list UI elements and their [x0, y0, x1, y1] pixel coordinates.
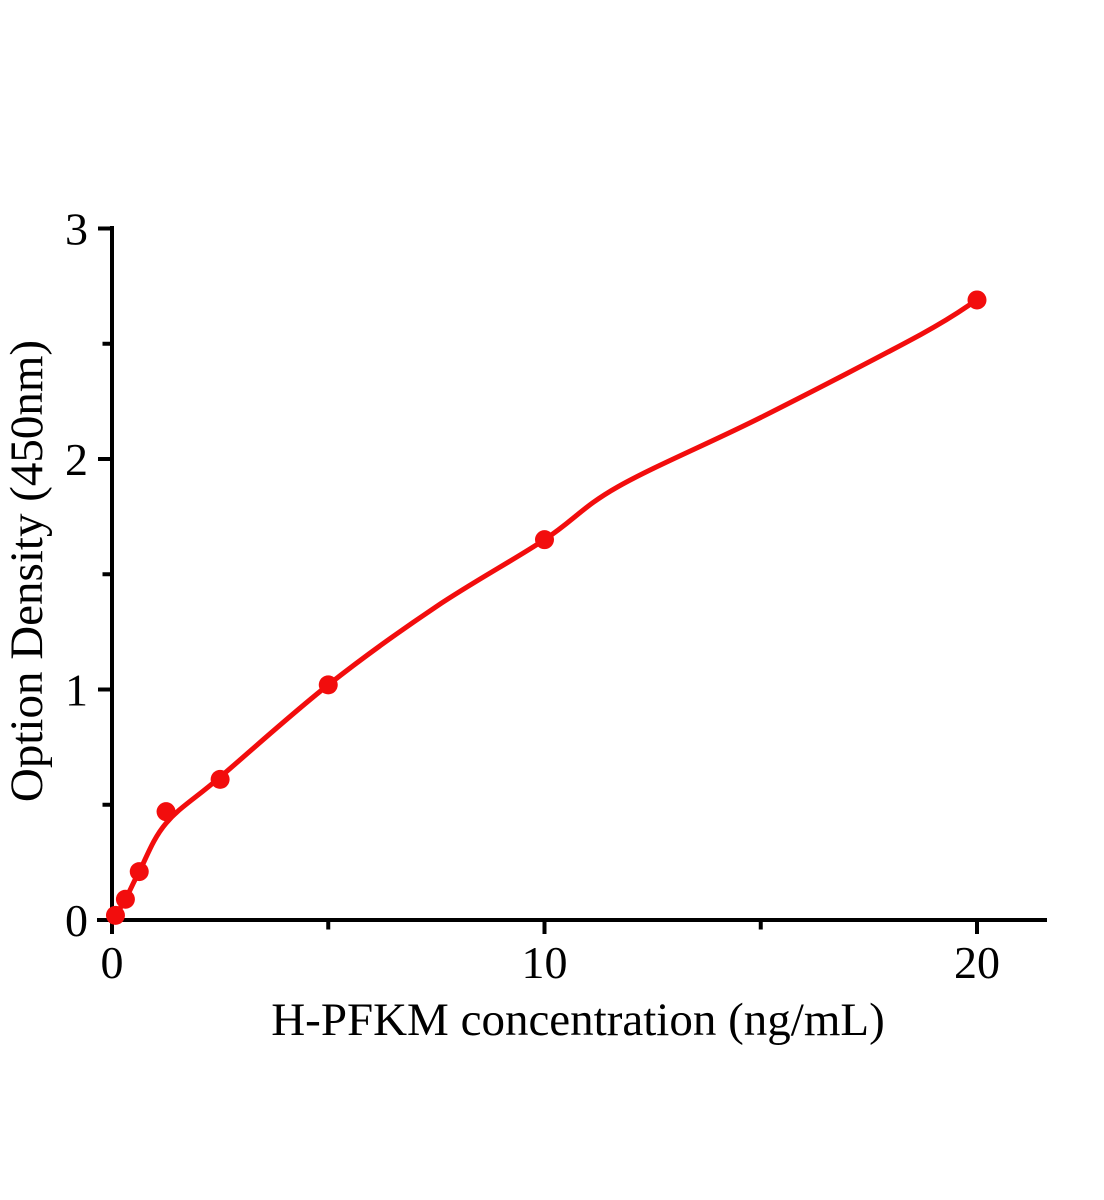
y-axis-title: Option Density (450nm) — [1, 340, 53, 802]
x-axis-tick-label: 10 — [522, 937, 568, 988]
data-point — [105, 905, 125, 925]
x-axis-title: H-PFKM concentration (ng/mL) — [271, 994, 885, 1046]
data-point — [129, 862, 149, 882]
tick-label-layer: 0 10 20 0 1 2 3 — [65, 204, 1000, 989]
data-point — [115, 889, 135, 909]
x-axis-tick-label: 20 — [954, 937, 1000, 988]
y-axis-tick-label: 3 — [65, 204, 88, 255]
data-point — [535, 530, 554, 550]
data-point — [156, 802, 176, 822]
curve-layer — [111, 297, 980, 921]
y-axis-tick-label: 2 — [65, 434, 88, 485]
marker-layer — [105, 290, 987, 925]
x-axis-tick-label: 0 — [101, 937, 124, 988]
data-point — [210, 769, 230, 789]
axes-layer — [97, 226, 1047, 934]
y-axis-tick-label: 0 — [65, 895, 88, 946]
data-point — [967, 290, 987, 310]
standard-curve-line — [111, 297, 980, 921]
y-axis-tick-label: 1 — [65, 665, 88, 716]
data-point — [318, 675, 338, 695]
